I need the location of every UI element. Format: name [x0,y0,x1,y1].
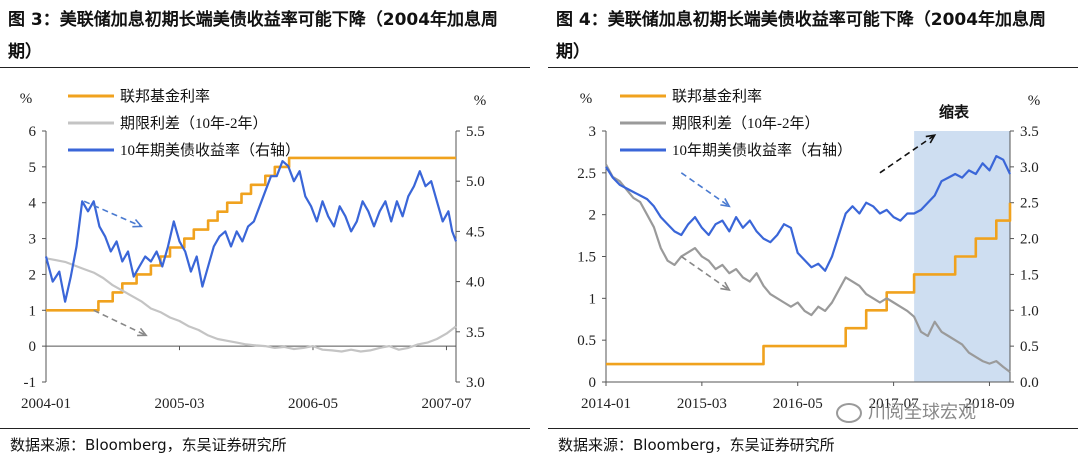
top-rule [0,67,530,68]
series-line-3 [605,155,1011,272]
source-note: 数据来源：Bloomberg，东吴证券研究所 [10,436,287,454]
x-tick-label: 2014-01 [581,396,631,412]
left-axis-unit: % [20,91,33,107]
right-tick-label: 0.0 [1020,375,1039,391]
watermark-text: 川阅全球宏观 [868,402,976,423]
right-axis-unit: % [1028,93,1041,109]
legend-label: 10年期美债收益率（右轴） [120,142,300,159]
bottom-rule [0,428,530,429]
x-tick-label: 2006-05 [288,396,338,412]
right-tick-label: 3.0 [466,375,485,391]
line-chart: 缩表 0 0.5 1 1.5 2 2.5 3 0.0 0.5 1.0 1.5 2.0 2.5 3.0 3.5%… [577,88,1041,412]
series-line-2 [605,163,1011,373]
left-tick-label: 2 [589,208,597,224]
legend-label: 联邦基金利率 [672,88,762,105]
x-tick-label: 2016-05 [773,396,823,412]
x-tick-label: 2007-07 [421,396,471,412]
trend-arrow [93,309,147,337]
left-tick-label: 0 [589,375,597,391]
series-line-1 [46,156,456,312]
left-tick-label: 1.5 [577,250,596,266]
legend-label: 期限利差（10年-2年） [672,115,820,132]
series-line-1 [606,202,1012,366]
left-tick-label: 6 [29,124,37,140]
line-chart: -1 0 1 2 3 4 5 6 3.0 3.5 4.0 4.5 5.0 5.5% % 2004-01 2005… [20,88,487,412]
right-tick-label: 4.0 [466,275,485,291]
wechat-icon [836,403,862,423]
x-tick-label: 2015-03 [677,396,727,412]
watermark: 川阅全球宏观 [836,398,1076,428]
trend-arrow [680,172,730,207]
right-tick-label: 3.5 [466,325,485,341]
right-tick-label: 5.5 [466,124,485,140]
figure-title: 图 3：美联储加息初期长端美债收益率可能下降（2004年加息周期） [8,10,499,62]
figure-title: 图 4：美联储加息初期长端美债收益率可能下降（2004年加息周期） [556,10,1047,62]
left-tick-label: 5 [29,160,37,176]
trend-arrow [83,200,142,228]
right-tick-label: 3.0 [1020,160,1039,176]
left-tick-label: 3 [29,232,37,248]
shaded-label: 缩表 [939,103,970,121]
right-tick-label: 2.0 [1020,232,1039,248]
legend-label: 期限利差（10年-2年） [120,115,268,132]
chart-panel-1: 图 3：美联储加息初期长端美债收益率可能下降（2004年加息周期） -1 0 1 2 3… [0,0,530,465]
right-tick-label: 1.5 [1020,267,1039,283]
left-tick-label: 4 [29,196,37,212]
left-tick-label: 1 [589,291,597,307]
chart-panel-2: 图 4：美联储加息初期长端美债收益率可能下降（2004年加息周期） 缩表 0 0.5… [548,0,1078,465]
right-tick-label: 0.5 [1020,339,1039,355]
right-tick-label: 4.5 [466,224,485,240]
right-tick-label: 2.5 [1020,196,1039,212]
arrow-head [132,219,144,228]
bottom-rule [548,428,1078,429]
source-note: 数据来源：Bloomberg，东吴证券研究所 [558,436,835,454]
x-tick-label: 2017-07 [869,396,919,412]
left-tick-label: 2.5 [577,166,596,182]
left-tick-label: 2 [29,267,37,283]
right-tick-label: 5.0 [466,174,485,190]
arrow-head [720,198,731,208]
arrow-head [925,134,937,144]
trend-arrow [680,255,730,291]
series-line-2 [45,257,457,353]
right-axis-unit: % [474,93,487,109]
x-tick-label: 2005-03 [154,396,204,412]
x-tick-label: 2004-01 [21,396,71,412]
left-tick-label: 1 [29,303,37,319]
left-axis-unit: % [580,91,593,107]
x-tick-label: 2018-09 [964,396,1014,412]
left-tick-label: 3 [589,124,597,140]
left-tick-label: 0 [29,339,37,355]
arrow-head [720,281,731,292]
right-tick-label: 3.5 [1020,124,1039,140]
top-rule [548,67,1078,68]
legend-label: 联邦基金利率 [120,88,210,105]
series-line-3 [44,160,458,303]
arrow-head [137,327,148,337]
right-tick-label: 1.0 [1020,303,1039,319]
left-tick-label: 0.5 [577,333,596,349]
trend-arrow [879,134,936,174]
left-tick-label: -1 [24,375,37,391]
legend-label: 10年期美债收益率（右轴） [672,142,852,159]
